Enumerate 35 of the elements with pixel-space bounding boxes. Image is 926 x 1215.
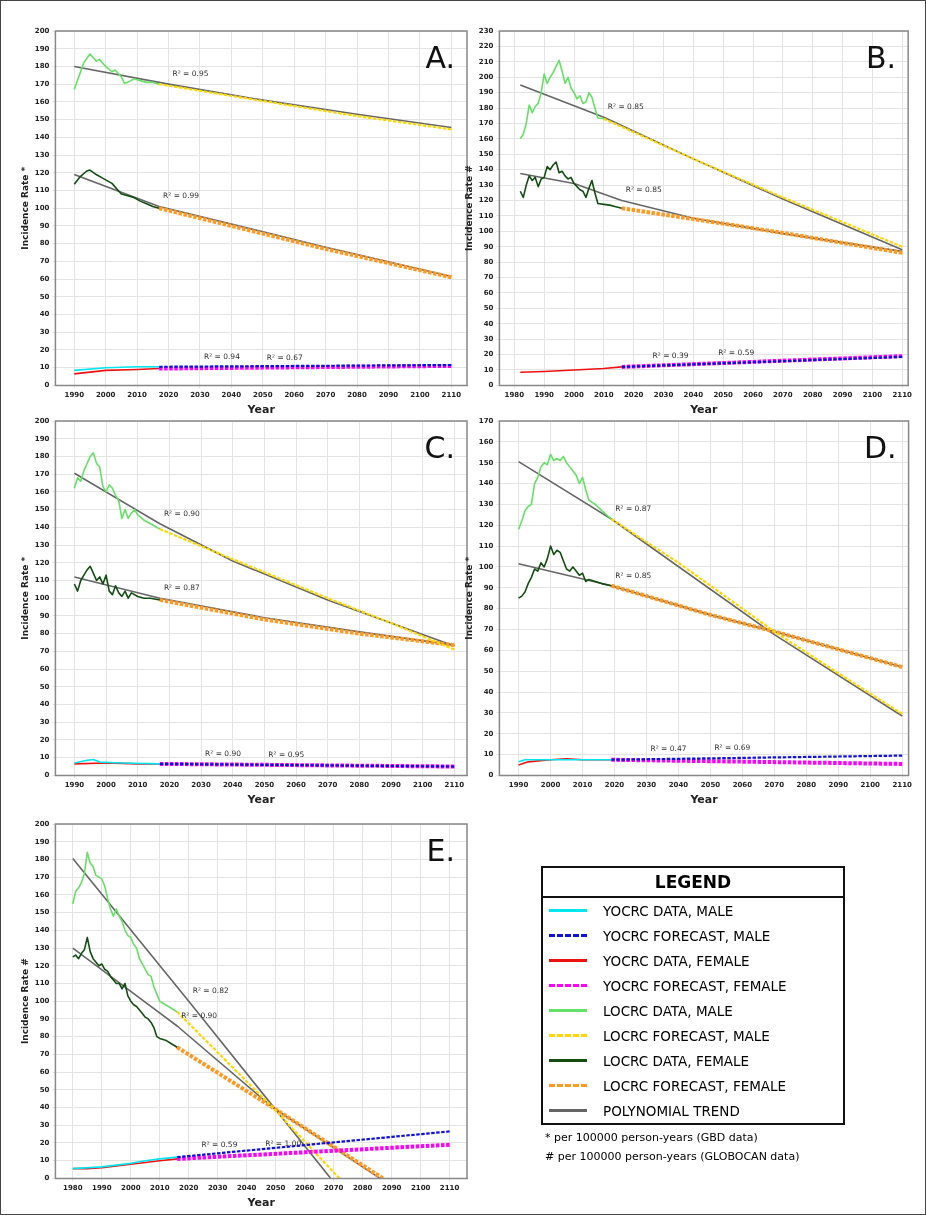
legend-label: LOCRC DATA, FEMALE — [603, 1052, 750, 1069]
line-series — [619, 206, 905, 255]
legend-label: YOCRC DATA, MALE — [603, 902, 734, 919]
legend-title: LEGEND — [543, 868, 843, 898]
line-series — [602, 117, 904, 248]
chart-title: B. — [866, 39, 897, 75]
x-axis-title: Year — [689, 793, 719, 807]
legend-label: YOCRC DATA, FEMALE — [603, 952, 750, 969]
chart-title: A. — [425, 39, 455, 75]
x-axis-title: Year — [246, 403, 276, 417]
text: * per 100000 person-years (GBD data) — [545, 1131, 759, 1144]
y-axis-title: Incidence Rate # — [19, 958, 30, 1045]
x-axis-title: Year — [246, 1196, 276, 1210]
legend-label: LOCRC DATA, MALE — [603, 1002, 733, 1019]
x-axis-title: Year — [689, 403, 718, 417]
line-series — [158, 527, 456, 651]
chart-title: D. — [863, 429, 897, 465]
x-axis-title: Year — [246, 793, 276, 807]
line-series — [157, 83, 453, 131]
legend-label: POLYNOMIAL TREND — [603, 1102, 740, 1119]
y-axis-title: Incidence Rate * — [19, 166, 30, 250]
chart-title: E. — [426, 832, 455, 868]
text: # per 100000 person-years (GLOBOCAN data) — [545, 1150, 801, 1163]
line-series — [609, 583, 905, 669]
legend-label: YOCRC FORECAST, MALE — [603, 927, 771, 944]
y-axis-title: Incidence Rate * — [463, 556, 474, 640]
line-series — [157, 597, 457, 648]
y-axis-title: Incidence Rate * — [19, 556, 30, 640]
line-series — [610, 517, 904, 715]
y-axis-title: Incidence Rate # — [463, 165, 474, 252]
legend-label: LOCRC FORECAST, FEMALE — [603, 1077, 787, 1094]
legend-label: YOCRC FORECAST, FEMALE — [603, 977, 787, 994]
chart-title: C. — [424, 429, 455, 465]
line-series — [157, 206, 454, 280]
legend-label: LOCRC FORECAST, MALE — [603, 1027, 770, 1044]
